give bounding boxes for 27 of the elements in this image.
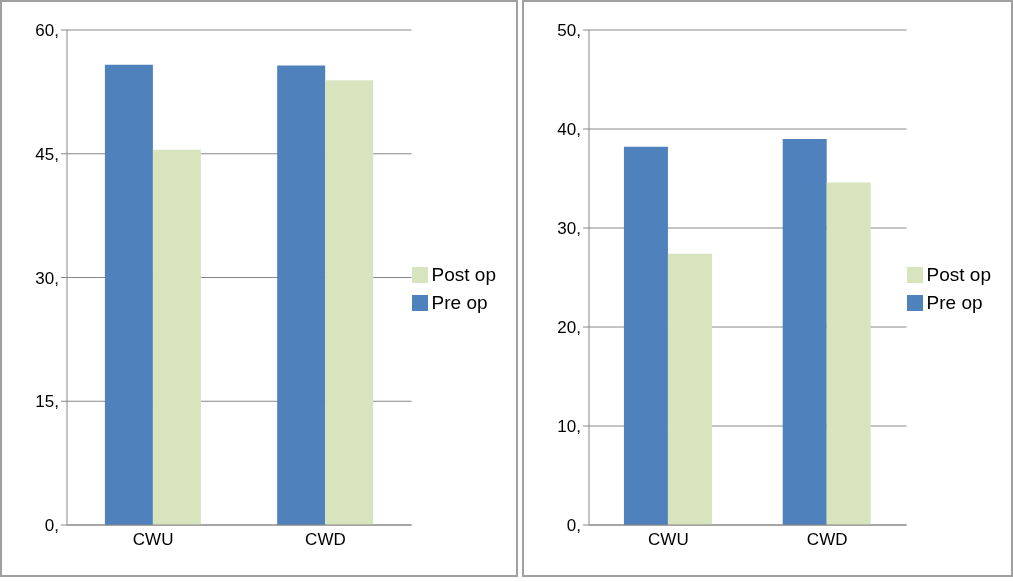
y-tick-label: 15, (35, 392, 59, 412)
bar (782, 138, 827, 525)
x-tick-label: CWD (806, 530, 848, 550)
y-tick-label: 60, (35, 21, 59, 41)
bar (667, 253, 712, 525)
legend-label: Post op (926, 263, 991, 285)
bar (277, 65, 326, 525)
bar (325, 80, 374, 525)
x-tick-label: CWD (305, 530, 346, 550)
bar (104, 64, 153, 525)
y-tick-label: 45, (35, 144, 59, 164)
y-tick-label: 40, (557, 120, 581, 140)
legend-label: Post op (431, 263, 496, 285)
y-tick-label: 0, (44, 516, 59, 536)
y-tick-label: 30, (557, 219, 581, 239)
legend-label: Pre op (431, 291, 488, 313)
y-tick-label: 10, (557, 417, 581, 437)
bar (152, 149, 201, 525)
y-tick-label: 20, (557, 318, 581, 338)
y-tick-label: 30, (35, 268, 59, 288)
bar (826, 182, 871, 525)
y-tick-label: 0, (566, 516, 581, 536)
x-tick-label: CWU (648, 530, 689, 550)
x-tick-label: CWU (132, 530, 174, 550)
bar (623, 146, 668, 525)
y-tick-label: 50, (557, 21, 581, 41)
legend-label: Pre op (926, 291, 983, 313)
